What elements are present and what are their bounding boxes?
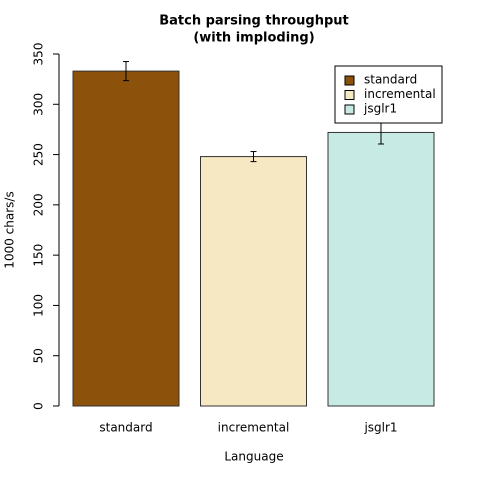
- legend-swatch: [344, 75, 355, 86]
- y-tick-label: 200: [32, 193, 46, 216]
- y-tick-label: 150: [32, 244, 46, 267]
- x-axis-label: Language: [224, 450, 283, 464]
- bar: [327, 131, 435, 407]
- bar: [200, 156, 307, 407]
- x-tick-label: standard: [99, 421, 152, 435]
- y-tick-label: 100: [32, 294, 46, 317]
- x-tick-label: jsglr1: [363, 421, 397, 435]
- legend-swatch: [344, 90, 355, 100]
- y-tick-label: 300: [32, 93, 46, 116]
- y-axis-label: 1000 chars/s: [3, 191, 17, 268]
- y-tick-label: 350: [32, 43, 46, 66]
- legend-label: jsglr1: [363, 102, 397, 116]
- legend-label: incremental: [364, 87, 436, 101]
- y-tick-label: 50: [32, 348, 46, 363]
- y-tick-label: 0: [32, 402, 46, 410]
- chart-title: (with imploding): [193, 31, 314, 46]
- chart-title: Batch parsing throughput: [159, 14, 349, 29]
- legend-swatch: [344, 104, 355, 115]
- x-tick-label: incremental: [218, 421, 290, 435]
- y-tick-label: 250: [32, 143, 46, 166]
- bar: [72, 70, 180, 407]
- legend-label: standard: [364, 73, 417, 87]
